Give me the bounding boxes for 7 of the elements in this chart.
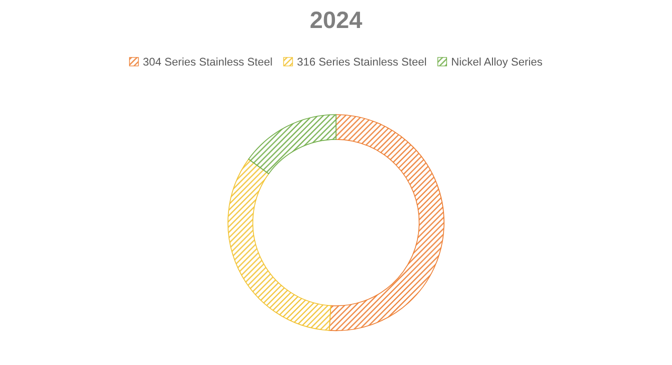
chart-title: 2024 <box>310 12 362 28</box>
donut-slice <box>248 114 336 174</box>
donut-slice <box>228 158 332 331</box>
legend-label: Nickel Alloy Series <box>452 58 542 68</box>
legend-label: 316 Series Stainless Steel <box>297 58 426 66</box>
donut-slice <box>328 114 444 332</box>
legend-label: 304 Series Stainless Steel <box>143 58 272 66</box>
